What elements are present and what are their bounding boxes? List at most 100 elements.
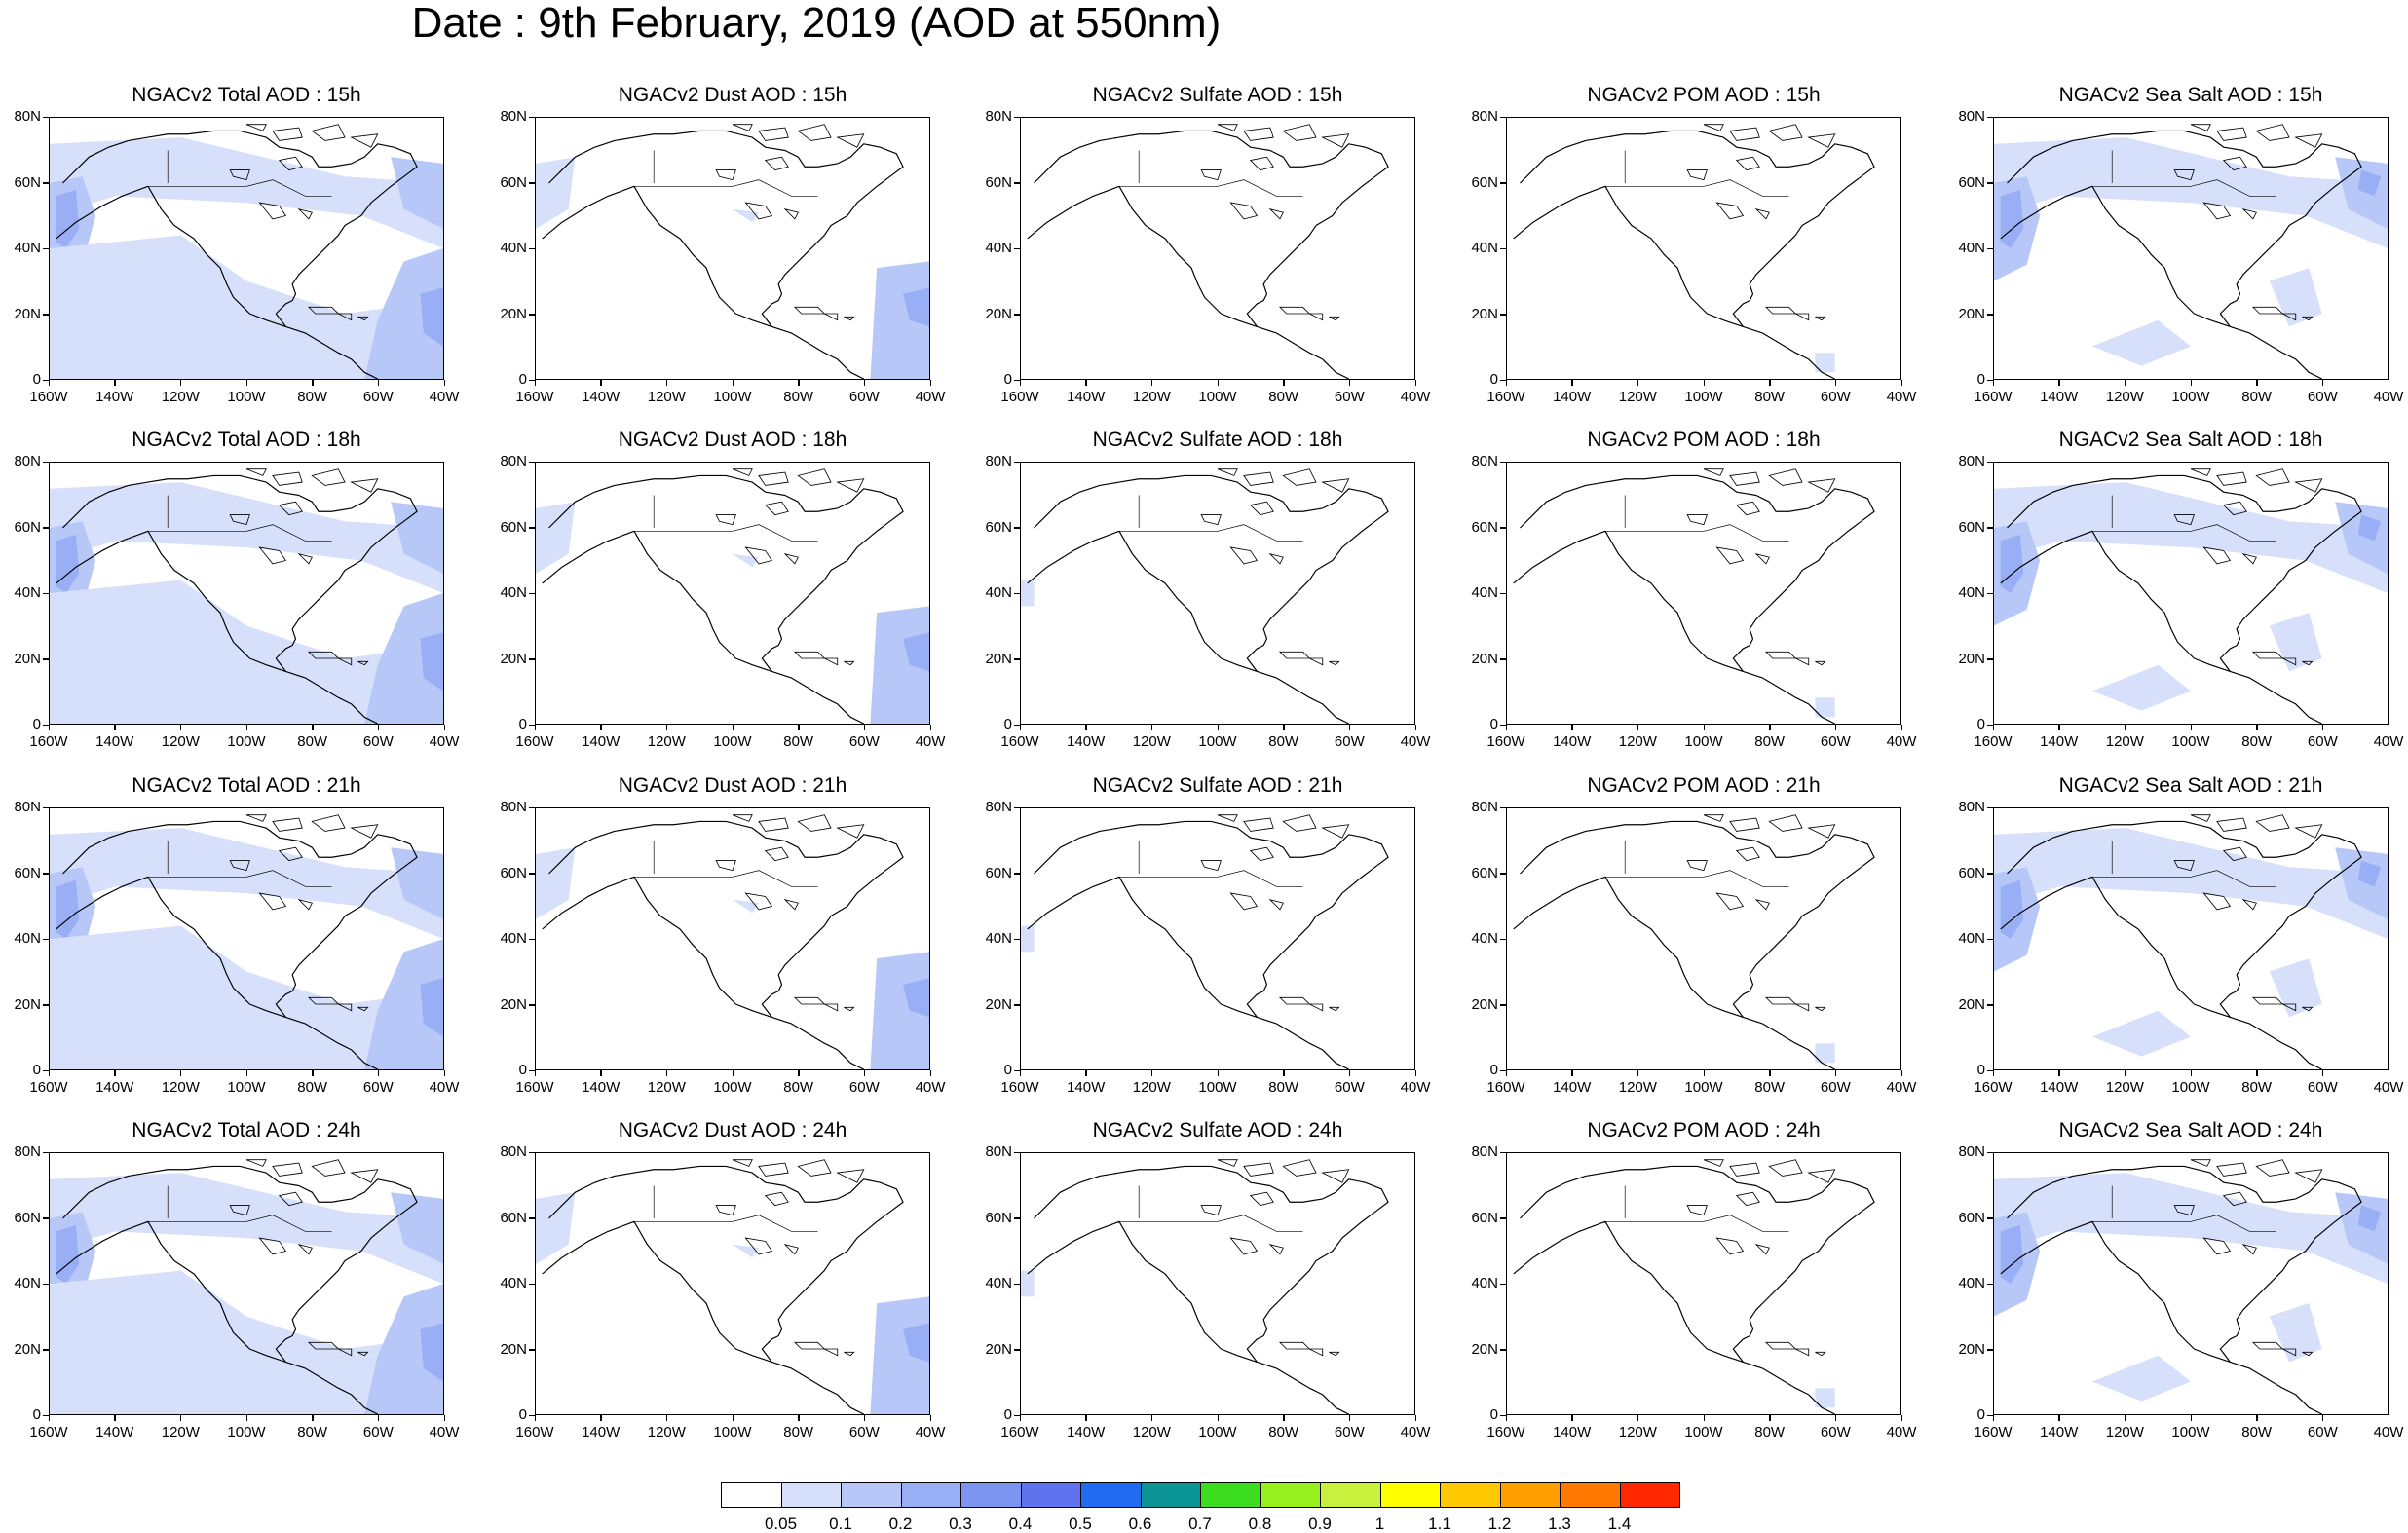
- coastline-detail: [1768, 814, 1803, 832]
- country-border: [2092, 841, 2276, 887]
- lon-tick-mark: [929, 725, 931, 730]
- aod-map: [50, 1159, 443, 1414]
- lon-tick-label: 160W: [1000, 1079, 1039, 1096]
- coastline-detail: [1754, 899, 1770, 911]
- lon-tick-label: 140W: [1067, 389, 1106, 405]
- map-panel: NGACv2 POM AOD : 15h: [1506, 84, 1901, 380]
- panel-title: NGACv2 POM AOD : 21h: [1587, 774, 1821, 797]
- coastline-detail: [245, 468, 267, 476]
- panel-title: NGACv2 Sulfate AOD : 24h: [1092, 1119, 1343, 1141]
- aod-shading: [733, 553, 759, 568]
- lat-tick-mark: [529, 461, 535, 463]
- lat-tick-label: 40N: [985, 1275, 1012, 1291]
- lon-tick-label: 120W: [1618, 1424, 1657, 1440]
- lon-tick-mark: [1834, 380, 1837, 386]
- lat-tick-mark: [529, 1151, 535, 1153]
- coastline-detail: [1735, 1191, 1760, 1207]
- panel-title: NGACv2 Sulfate AOD : 21h: [1092, 774, 1343, 797]
- lon-tick-label: 40W: [429, 1424, 460, 1440]
- coastline-detail: [2302, 660, 2314, 666]
- colorbar-swatch: [900, 1482, 961, 1508]
- map-plot-area: [535, 117, 930, 380]
- coastline-detail: [1729, 471, 1760, 486]
- aod-shading: [420, 978, 443, 1037]
- aod-shading: [1994, 137, 2388, 248]
- colorbar-label: 0.1: [829, 1514, 852, 1533]
- lon-tick-mark: [2388, 725, 2389, 730]
- aod-shading: [1021, 925, 1035, 953]
- colorbar-label: 0.5: [1069, 1514, 1092, 1533]
- lon-tick-label: 140W: [95, 733, 134, 750]
- coastline-detail: [258, 892, 287, 911]
- lat-tick-label: 60N: [14, 864, 41, 881]
- lat-tick-mark: [1014, 806, 1020, 808]
- lon-tick-label: 80W: [783, 1079, 814, 1096]
- colorbar-label: 0.7: [1188, 1514, 1212, 1533]
- coastline-detail: [793, 996, 826, 1005]
- lon-tick-mark: [114, 725, 116, 730]
- coastline-detail: [1807, 1169, 1836, 1183]
- lat-tick-mark: [529, 182, 535, 184]
- lon-tick-mark: [665, 1415, 668, 1421]
- map-panel: NGACv2 Sea Salt AOD : 18h: [1993, 429, 2389, 725]
- lat-tick-label: 20N: [1958, 1340, 1985, 1358]
- lon-tick-label: 100W: [227, 1424, 266, 1440]
- lon-tick-label: 160W: [1486, 389, 1525, 405]
- lat-tick-label: 20N: [1471, 305, 1498, 322]
- colorbar-swatch: [721, 1482, 782, 1508]
- lat-tick-label: 20N: [985, 650, 1012, 667]
- country-border: [1605, 1185, 1789, 1232]
- lat-tick-mark: [43, 724, 49, 726]
- coastline-detail: [2251, 306, 2284, 315]
- coastline-detail: [732, 468, 753, 476]
- lon-tick-mark: [48, 380, 50, 386]
- lon-tick-label: 100W: [713, 1424, 752, 1440]
- lat-tick-label: 60N: [1958, 518, 1985, 536]
- coastline-detail: [1686, 1205, 1708, 1216]
- colorbar-swatch: [1140, 1482, 1201, 1508]
- lat-tick-label: 40N: [500, 1275, 527, 1291]
- map-plot-area: [1020, 117, 1415, 380]
- lat-tick-label: 80N: [14, 108, 41, 125]
- lon-tick-mark: [377, 725, 380, 730]
- colorbar-swatch: [1619, 1482, 1680, 1508]
- coastline-detail: [1329, 1351, 1340, 1357]
- colorbar-label: 0.05: [764, 1514, 798, 1533]
- lat-tick-label: 80N: [500, 1143, 527, 1160]
- lat-tick-mark: [1014, 247, 1020, 249]
- coastline-detail: [357, 1006, 369, 1012]
- colorbar-label: 0.2: [888, 1514, 913, 1533]
- lon-tick-label: 60W: [1334, 389, 1365, 405]
- coastline-detail: [1243, 817, 1274, 832]
- coastline-detail: [272, 127, 303, 141]
- lon-tick-mark: [929, 380, 931, 386]
- lon-tick-label: 60W: [2307, 1424, 2338, 1440]
- lon-tick-mark: [2058, 380, 2060, 386]
- coastline-detail: [758, 127, 789, 141]
- lat-tick-label: 0: [1976, 371, 1985, 388]
- coastline-detail: [350, 1169, 379, 1183]
- lat-tick-label: 20N: [1958, 305, 1985, 322]
- lat-tick-label: 60N: [1471, 518, 1498, 536]
- map-plot-area: [1506, 807, 1901, 1070]
- lat-tick-mark: [1014, 1069, 1020, 1071]
- lon-tick-label: 160W: [1000, 733, 1039, 750]
- lat-tick-label: 80N: [500, 453, 527, 469]
- coastline-detail: [797, 814, 832, 832]
- aod-shading: [870, 261, 929, 379]
- lon-tick-mark: [443, 1070, 445, 1076]
- lon-tick-label: 120W: [161, 733, 200, 750]
- lat-tick-label: 80N: [1471, 799, 1498, 815]
- aod-shading: [391, 157, 443, 229]
- coastline-detail: [2302, 1351, 2314, 1357]
- coastline-detail: [2190, 814, 2211, 822]
- lon-tick-label: 80W: [297, 1079, 328, 1096]
- colorbar-swatch: [1020, 1482, 1081, 1508]
- lat-tick-mark: [43, 1349, 49, 1351]
- coastline-detail: [844, 1351, 855, 1357]
- country-border: [634, 1185, 818, 1232]
- lat-tick-mark: [43, 873, 49, 875]
- panel-title: NGACv2 Total AOD : 15h: [132, 84, 361, 106]
- lon-tick-label: 40W: [1886, 733, 1917, 750]
- lon-tick-label: 140W: [1553, 1424, 1592, 1440]
